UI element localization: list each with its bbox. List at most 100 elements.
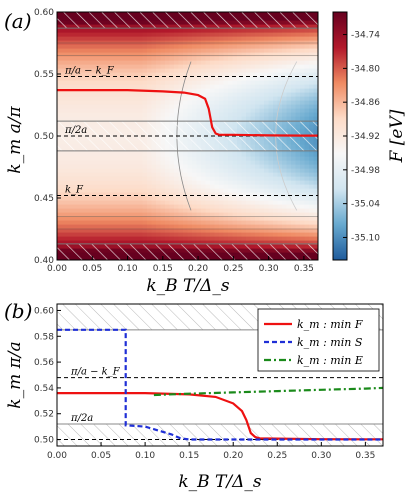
heatmap-cell (93, 168, 99, 173)
heatmap-cell (259, 172, 265, 177)
heatmap-cell (205, 100, 211, 105)
x-tick-label: 0.25 (223, 264, 243, 274)
heatmap-cell (250, 56, 256, 61)
heatmap-cell (313, 220, 318, 225)
heatmap-cell (183, 44, 189, 49)
heatmap-cell (151, 32, 157, 37)
heatmap-cell (241, 192, 247, 197)
heatmap-cell (102, 104, 108, 109)
heatmap-cell (250, 212, 256, 217)
heatmap-cell (57, 100, 63, 105)
heatmap-cell (273, 216, 279, 221)
heatmap-cell (115, 216, 121, 221)
heatmap-cell (223, 100, 229, 105)
hatched-band (57, 424, 383, 446)
heatmap-cell (214, 52, 220, 57)
heatmap-cell (187, 208, 193, 213)
heatmap-cell (66, 240, 72, 245)
heatmap-cell (246, 168, 252, 173)
heatmap-cell (151, 160, 157, 165)
heatmap-cell (268, 160, 274, 165)
heatmap-cell (151, 56, 157, 61)
heatmap-cell (259, 188, 265, 193)
heatmap-cell (151, 40, 157, 45)
heatmap-cell (187, 200, 193, 205)
heatmap-cell (88, 112, 94, 117)
heatmap-cell (309, 216, 315, 221)
heatmap-cell (313, 188, 318, 193)
heatmap-cell (232, 172, 238, 177)
heatmap-cell (124, 68, 130, 73)
y-tick-label: 0.40 (34, 256, 54, 266)
heatmap-cell (183, 224, 189, 229)
heatmap-cell (210, 220, 216, 225)
heatmap-cell (273, 40, 279, 45)
heatmap-cell (97, 216, 103, 221)
heatmap-cell (228, 212, 234, 217)
heatmap-cell (268, 240, 274, 245)
heatmap-cell (133, 56, 139, 61)
heatmap-cell (165, 100, 171, 105)
heatmap-cell (237, 212, 243, 217)
heatmap-cell (79, 168, 85, 173)
heatmap-cell (273, 164, 279, 169)
heatmap-cell (205, 68, 211, 73)
heatmap-cell (102, 96, 108, 101)
heatmap-cell (309, 180, 315, 185)
heatmap-cell (111, 48, 117, 53)
annotations: π/a − k_Fπ/2a (70, 367, 121, 424)
heatmap-cell (174, 72, 180, 77)
heatmap-cell (156, 224, 162, 229)
heatmap-cell (196, 152, 202, 157)
heatmap-cell (106, 164, 112, 169)
heatmap-cell (160, 176, 166, 181)
heatmap-cell (106, 72, 112, 77)
heatmap-cell (282, 228, 288, 233)
heatmap-cell (151, 96, 157, 101)
heatmap-cell (183, 80, 189, 85)
heatmap-cell (79, 176, 85, 181)
heatmap-cell (246, 32, 252, 37)
heatmap-cell (214, 172, 220, 177)
heatmap-cell (57, 240, 63, 245)
heatmap-cell (246, 192, 252, 197)
heatmap-cell (97, 188, 103, 193)
heatmap-cell (75, 92, 81, 97)
heatmap-cell (142, 228, 148, 233)
heatmap-cell (165, 60, 171, 65)
heatmap-cell (255, 100, 261, 105)
heatmap-cell (75, 212, 81, 217)
heatmap-cell (259, 216, 265, 221)
heatmap-cell (79, 200, 85, 205)
heatmap-cell (237, 160, 243, 165)
heatmap-cell (255, 184, 261, 189)
heatmap-cell (241, 72, 247, 77)
heatmap-cell (304, 116, 310, 121)
heatmap-cell (250, 96, 256, 101)
heatmap-cell (259, 156, 265, 161)
heatmap-cell (106, 28, 112, 33)
heatmap-cell (75, 52, 81, 57)
heatmap-cell (273, 60, 279, 65)
heatmap-cell (156, 68, 162, 73)
heatmap-cell (304, 76, 310, 81)
heatmap-cell (165, 224, 171, 229)
heatmap-cell (151, 36, 157, 41)
heatmap-cell (88, 44, 94, 49)
heatmap-cell (196, 232, 202, 237)
heatmap-cell (156, 220, 162, 225)
heatmap-cell (61, 164, 67, 169)
heatmap-cell (142, 92, 148, 97)
heatmap-cell (255, 76, 261, 81)
heatmap-cell (156, 188, 162, 193)
heatmap-cell (214, 32, 220, 37)
heatmap-cell (129, 200, 135, 205)
heatmap-cell (178, 152, 184, 157)
heatmap-cell (106, 104, 112, 109)
heatmap-cell (106, 220, 112, 225)
heatmap-cell (75, 72, 81, 77)
heatmap-cell (75, 192, 81, 197)
heatmap-cell (79, 48, 85, 53)
heatmap-cell (210, 228, 216, 233)
heatmap-cell (241, 80, 247, 85)
